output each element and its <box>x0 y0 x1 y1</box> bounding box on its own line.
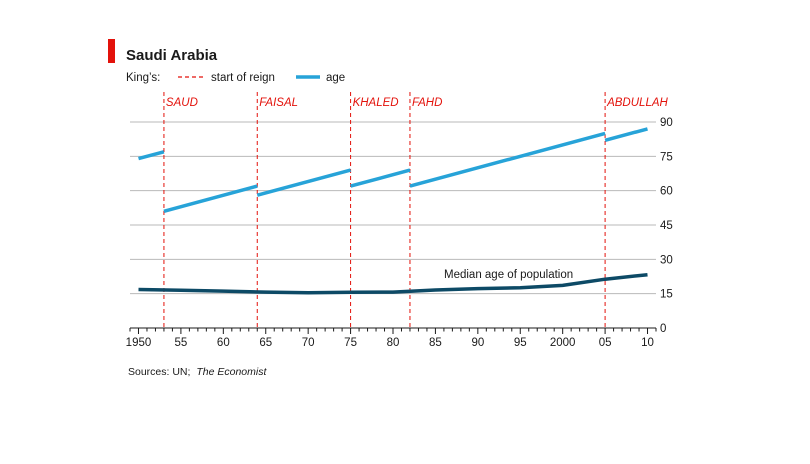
king-label: SAUD <box>166 97 198 109</box>
grid <box>130 121 656 295</box>
king-age-line <box>409 131 606 188</box>
series <box>138 127 648 295</box>
chart-title: Saudi Arabia <box>126 47 218 64</box>
x-tick-label: 2000 <box>550 337 576 349</box>
y-tick-label: 75 <box>660 151 673 163</box>
x-tick-label: 85 <box>429 337 442 349</box>
median-age-annotation: Median age of population <box>444 269 573 281</box>
x-tick-label: 90 <box>471 337 484 349</box>
legend-label-reign: start of reign <box>211 72 275 84</box>
king-age-line <box>163 184 258 213</box>
king-label: ABDULLAH <box>606 97 668 109</box>
median-age-line <box>138 272 648 295</box>
x-tick-label: 60 <box>217 337 230 349</box>
king-label: KHALED <box>353 97 399 109</box>
source-text: Sources: UN; <box>128 366 190 378</box>
y-tick-label: 15 <box>660 289 673 301</box>
x-axis: 1950 55 60 65 70 75 80 85 90 95 2000 05 10 <box>126 327 657 349</box>
x-tick-label: 1950 <box>126 337 152 349</box>
y-tick-label: 0 <box>660 323 666 335</box>
y-tick-label: 30 <box>660 254 673 266</box>
x-tick-label: 75 <box>344 337 357 349</box>
y-tick-label: 60 <box>660 186 673 198</box>
x-tick-label: 80 <box>387 337 400 349</box>
king-age-line <box>256 168 352 197</box>
x-tick-label: 65 <box>259 337 272 349</box>
title-accent-bar <box>108 39 115 63</box>
reign-markers: SAUD FAISAL KHALED FAHD ABDULLAH <box>163 92 669 328</box>
source-publication: The Economist <box>196 366 267 378</box>
king-age-line <box>350 168 411 188</box>
legend: King’s: start of reign age <box>126 72 345 84</box>
king-age-line <box>138 150 165 161</box>
x-tick-label: 70 <box>302 337 315 349</box>
king-age-line <box>604 127 648 142</box>
king-label: FAISAL <box>259 97 298 109</box>
y-tick-label: 90 <box>660 117 673 129</box>
x-tick-label: 10 <box>641 337 654 349</box>
source-note: Sources: UN; The Economist <box>128 366 267 378</box>
x-tick-label: 05 <box>599 337 612 349</box>
king-label: FAHD <box>412 97 442 109</box>
x-tick-label: 55 <box>175 337 188 349</box>
legend-label-age: age <box>326 72 345 84</box>
y-axis: 0 15 30 45 60 75 90 <box>660 117 673 335</box>
legend-prefix: King’s: <box>126 72 160 84</box>
x-tick-label: 95 <box>514 337 527 349</box>
y-tick-label: 45 <box>660 220 673 232</box>
